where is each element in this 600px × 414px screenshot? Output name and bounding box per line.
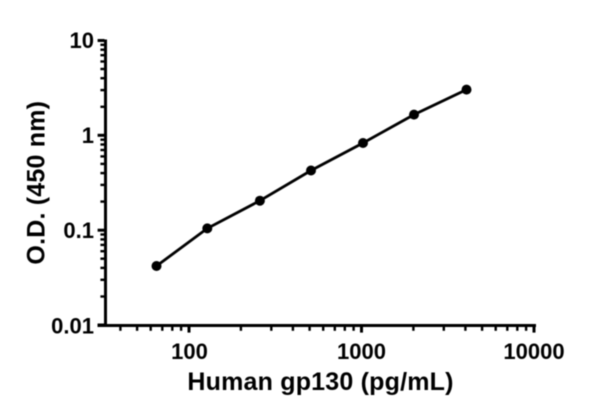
svg-text:100: 100: [171, 339, 208, 364]
svg-text:0.1: 0.1: [63, 218, 94, 243]
svg-text:10: 10: [70, 28, 94, 53]
svg-text:10000: 10000: [503, 339, 564, 364]
svg-text:1: 1: [82, 123, 94, 148]
svg-text:1000: 1000: [337, 339, 386, 364]
svg-text:Human gp130 (pg/mL): Human gp130 (pg/mL): [187, 368, 453, 396]
svg-text:0.01: 0.01: [51, 313, 94, 338]
svg-text:O.D. (450 nm): O.D. (450 nm): [23, 101, 51, 265]
